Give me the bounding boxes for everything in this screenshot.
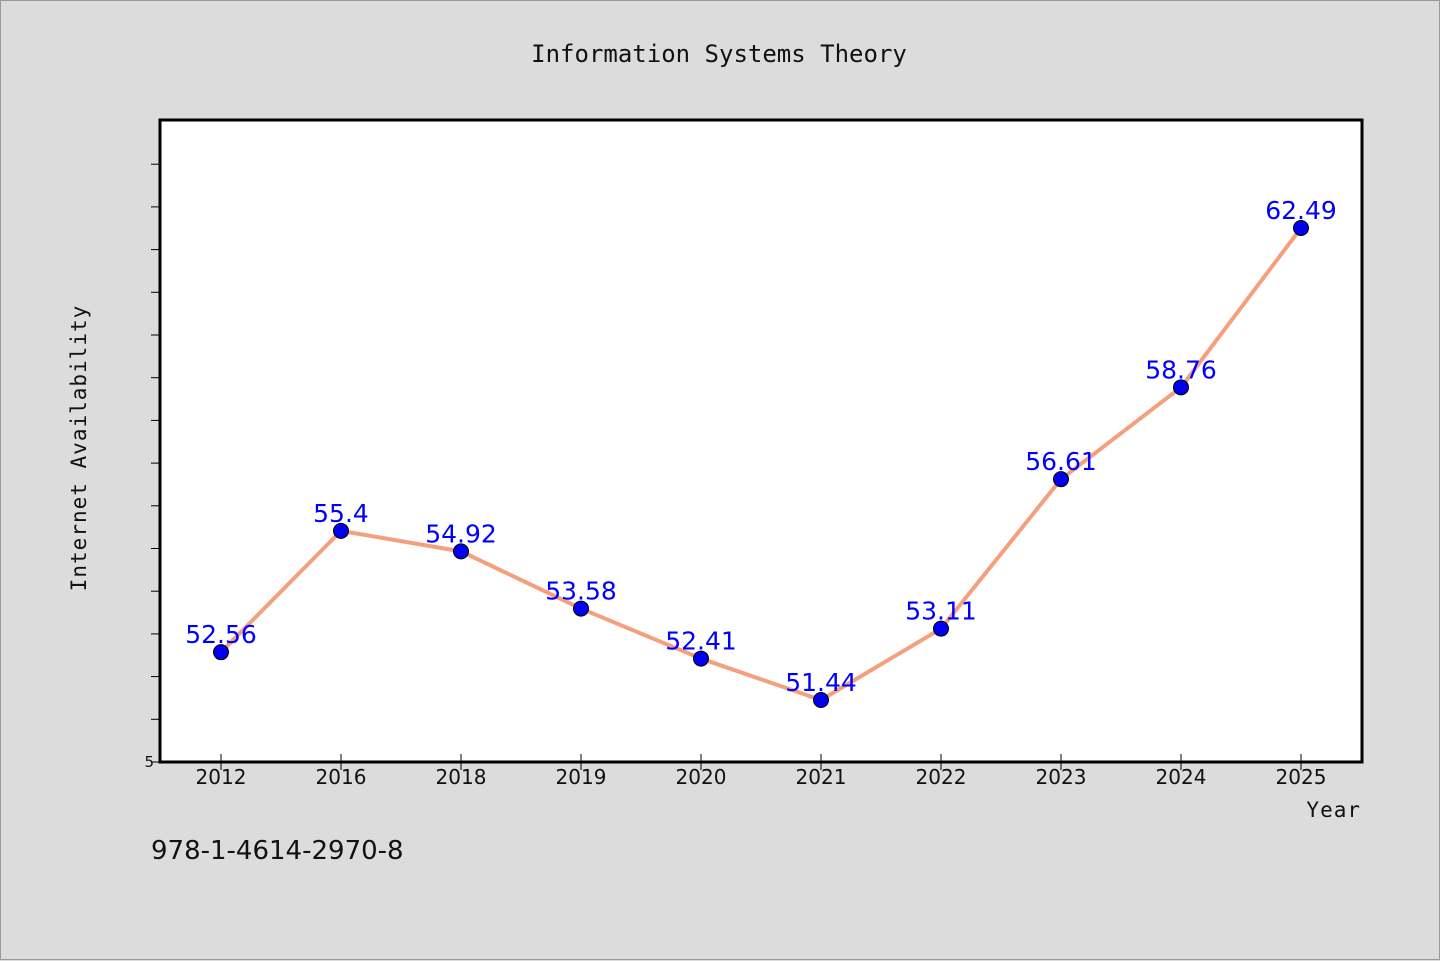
data-label: 52.41: [665, 627, 737, 656]
data-label: 54.92: [425, 519, 497, 548]
data-point: [573, 600, 589, 617]
data-point: [1053, 471, 1069, 488]
data-label: 53.11: [905, 597, 977, 626]
y-tick-label: 5: [144, 753, 154, 771]
data-label: 55.4: [313, 499, 369, 528]
data-point: [453, 543, 469, 560]
x-tick-label: 2022: [916, 765, 967, 789]
data-point: [213, 644, 229, 661]
series-group: 52.56 55.4 54.92 53.58 52.41 51.44 53.11 56.61 5…: [185, 196, 1337, 708]
x-tick-label: 2025: [1276, 765, 1327, 789]
data-label: 51.44: [785, 668, 857, 697]
x-tick-label: 2020: [676, 765, 727, 789]
x-tick-label: 2021: [796, 765, 847, 789]
data-label: 58.76: [1145, 355, 1217, 384]
y-axis-label: Internet Availability: [67, 305, 91, 592]
data-point: [1293, 220, 1309, 236]
data-label: 52.56: [185, 620, 257, 649]
data-point: [693, 650, 709, 667]
x-axis-label: Year: [1306, 798, 1361, 822]
data-point: [813, 692, 829, 708]
x-tick-label: 2024: [1156, 765, 1207, 789]
data-label: 56.61: [1025, 447, 1097, 476]
chart-title: Information Systems Theory: [531, 40, 907, 68]
x-tick-label: 2012: [196, 765, 247, 789]
data-label: 53.58: [545, 577, 617, 606]
x-tick-label: 2016: [316, 765, 367, 789]
data-label: 62.49: [1265, 196, 1337, 225]
isbn-text: 978-1-4614-2970-8: [151, 836, 404, 866]
y-axis-ticks: [151, 163, 160, 763]
data-point: [333, 522, 349, 539]
series-line: [219, 226, 1303, 702]
data-point: [933, 620, 949, 637]
x-axis-ticks: 2012 2016 2018 2019 2020 2021 2022 2023 2024 2025: [196, 754, 1327, 789]
x-tick-label: 2019: [556, 765, 607, 789]
plot-area: [158, 118, 1364, 764]
x-tick-label: 2023: [1036, 765, 1087, 789]
data-point: [1173, 379, 1189, 396]
x-tick-label: 2018: [436, 765, 487, 789]
